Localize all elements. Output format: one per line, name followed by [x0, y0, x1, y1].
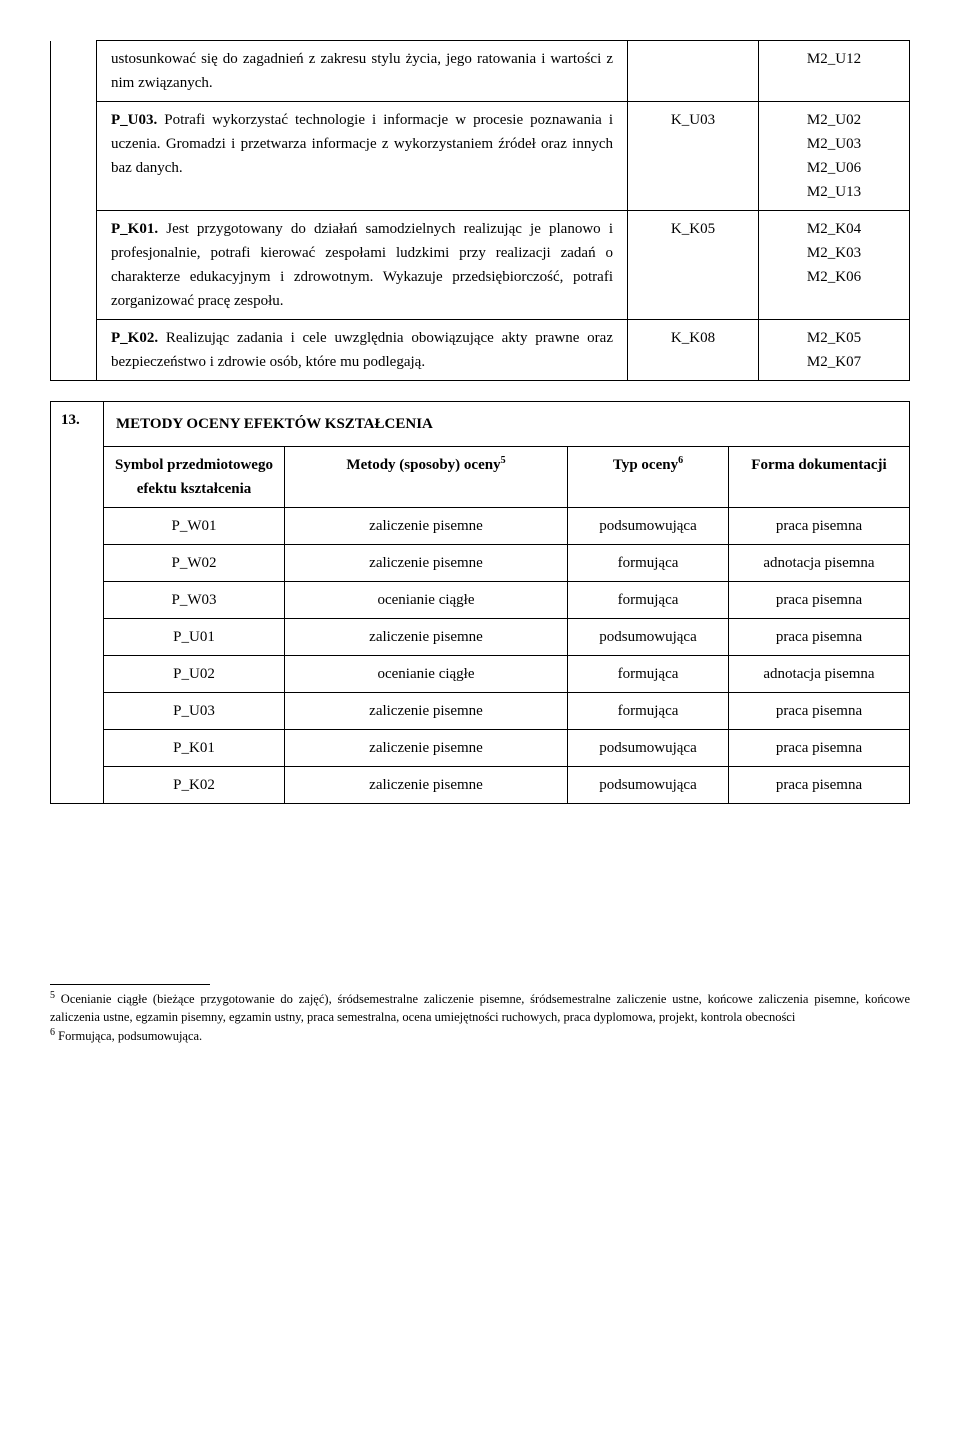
outcome-desc: P_K01. Jest przygotowany do działań samo…: [97, 211, 628, 320]
outcome-desc: P_K02. Realizując zadania i cele uwzględ…: [97, 320, 628, 381]
form-cell: praca pisemna: [729, 508, 910, 545]
section-title: METODY OCENY EFEKTÓW KSZTAŁCENIA: [104, 402, 910, 447]
method-cell: zaliczenie pisemne: [285, 508, 568, 545]
outcome-label: P_K01.: [111, 221, 158, 237]
type-cell: podsumowująca: [568, 767, 729, 804]
outcome-label: P_U03.: [111, 112, 157, 128]
outcome-label: P_K02.: [111, 330, 158, 346]
type-cell: formująca: [568, 656, 729, 693]
symbol-cell: P_W03: [104, 582, 285, 619]
methods-header-form: Forma dokumentacji: [729, 447, 910, 508]
form-cell: praca pisemna: [729, 693, 910, 730]
type-cell: formująca: [568, 582, 729, 619]
symbol-cell: P_W01: [104, 508, 285, 545]
symbol-cell: P_U02: [104, 656, 285, 693]
form-cell: praca pisemna: [729, 730, 910, 767]
table-row: P_U02 ocenianie ciągłe formująca adnotac…: [51, 656, 910, 693]
outcome-desc: P_U03. Potrafi wykorzystać technologie i…: [97, 102, 628, 211]
methods-header-type: Typ oceny6: [568, 447, 729, 508]
outcome-code: [628, 41, 759, 102]
method-cell: zaliczenie pisemne: [285, 693, 568, 730]
table-row: P_W02 zaliczenie pisemne formująca adnot…: [51, 545, 910, 582]
form-cell: adnotacja pisemna: [729, 545, 910, 582]
form-cell: praca pisemna: [729, 767, 910, 804]
section-number: 13.: [51, 402, 104, 804]
methods-header-method: Metody (sposoby) oceny5: [285, 447, 568, 508]
outcome-text: Potrafi wykorzystać technologie i inform…: [111, 112, 613, 176]
outcome-text: Realizując zadania i cele uwzględnia obo…: [111, 330, 613, 370]
symbol-cell: P_K01: [104, 730, 285, 767]
method-cell: zaliczenie pisemne: [285, 730, 568, 767]
method-cell: zaliczenie pisemne: [285, 767, 568, 804]
method-cell: ocenianie ciągłe: [285, 582, 568, 619]
type-cell: formująca: [568, 545, 729, 582]
method-cell: ocenianie ciągłe: [285, 656, 568, 693]
outcome-code: K_K05: [628, 211, 759, 320]
outcome-m2: M2_U12: [759, 41, 910, 102]
outcome-desc: ustosunkować się do zagadnień z zakresu …: [97, 41, 628, 102]
table-row: P_U01 zaliczenie pisemne podsumowująca p…: [51, 619, 910, 656]
outcome-m2: M2_K05 M2_K07: [759, 320, 910, 381]
method-cell: zaliczenie pisemne: [285, 619, 568, 656]
type-cell: podsumowująca: [568, 508, 729, 545]
symbol-cell: P_W02: [104, 545, 285, 582]
outcome-m2: M2_U02 M2_U03 M2_U06 M2_U13: [759, 102, 910, 211]
table-row: P_W01 zaliczenie pisemne podsumowująca p…: [51, 508, 910, 545]
symbol-cell: P_U03: [104, 693, 285, 730]
footnote-6: 6 Formująca, podsumowująca.: [50, 1026, 910, 1046]
methods-header-symbol: Symbol przedmiotowego efektu kształcenia: [104, 447, 285, 508]
outcome-code: K_K08: [628, 320, 759, 381]
symbol-cell: P_K02: [104, 767, 285, 804]
footnote-rule: [50, 984, 210, 985]
table-row: P_U03 zaliczenie pisemne formująca praca…: [51, 693, 910, 730]
outcome-m2: M2_K04 M2_K03 M2_K06: [759, 211, 910, 320]
outcomes-table: ustosunkować się do zagadnień z zakresu …: [50, 40, 910, 381]
symbol-cell: P_U01: [104, 619, 285, 656]
type-cell: podsumowująca: [568, 619, 729, 656]
form-cell: praca pisemna: [729, 619, 910, 656]
outcome-text: Jest przygotowany do działań samodzielny…: [111, 221, 613, 309]
section-table: 13. METODY OCENY EFEKTÓW KSZTAŁCENIA Sym…: [50, 401, 910, 804]
footnotes: 5 Ocenianie ciągłe (bieżące przygotowani…: [50, 984, 910, 1046]
type-cell: podsumowująca: [568, 730, 729, 767]
table-row: P_K02 zaliczenie pisemne podsumowująca p…: [51, 767, 910, 804]
table-row: P_W03 ocenianie ciągłe formująca praca p…: [51, 582, 910, 619]
left-margin-cell: [51, 41, 97, 381]
type-cell: formująca: [568, 693, 729, 730]
method-cell: zaliczenie pisemne: [285, 545, 568, 582]
table-row: P_K01 zaliczenie pisemne podsumowująca p…: [51, 730, 910, 767]
outcome-text: ustosunkować się do zagadnień z zakresu …: [111, 51, 613, 91]
outcome-code: K_U03: [628, 102, 759, 211]
footnote-5: 5 Ocenianie ciągłe (bieżące przygotowani…: [50, 989, 910, 1026]
form-cell: adnotacja pisemna: [729, 656, 910, 693]
form-cell: praca pisemna: [729, 582, 910, 619]
